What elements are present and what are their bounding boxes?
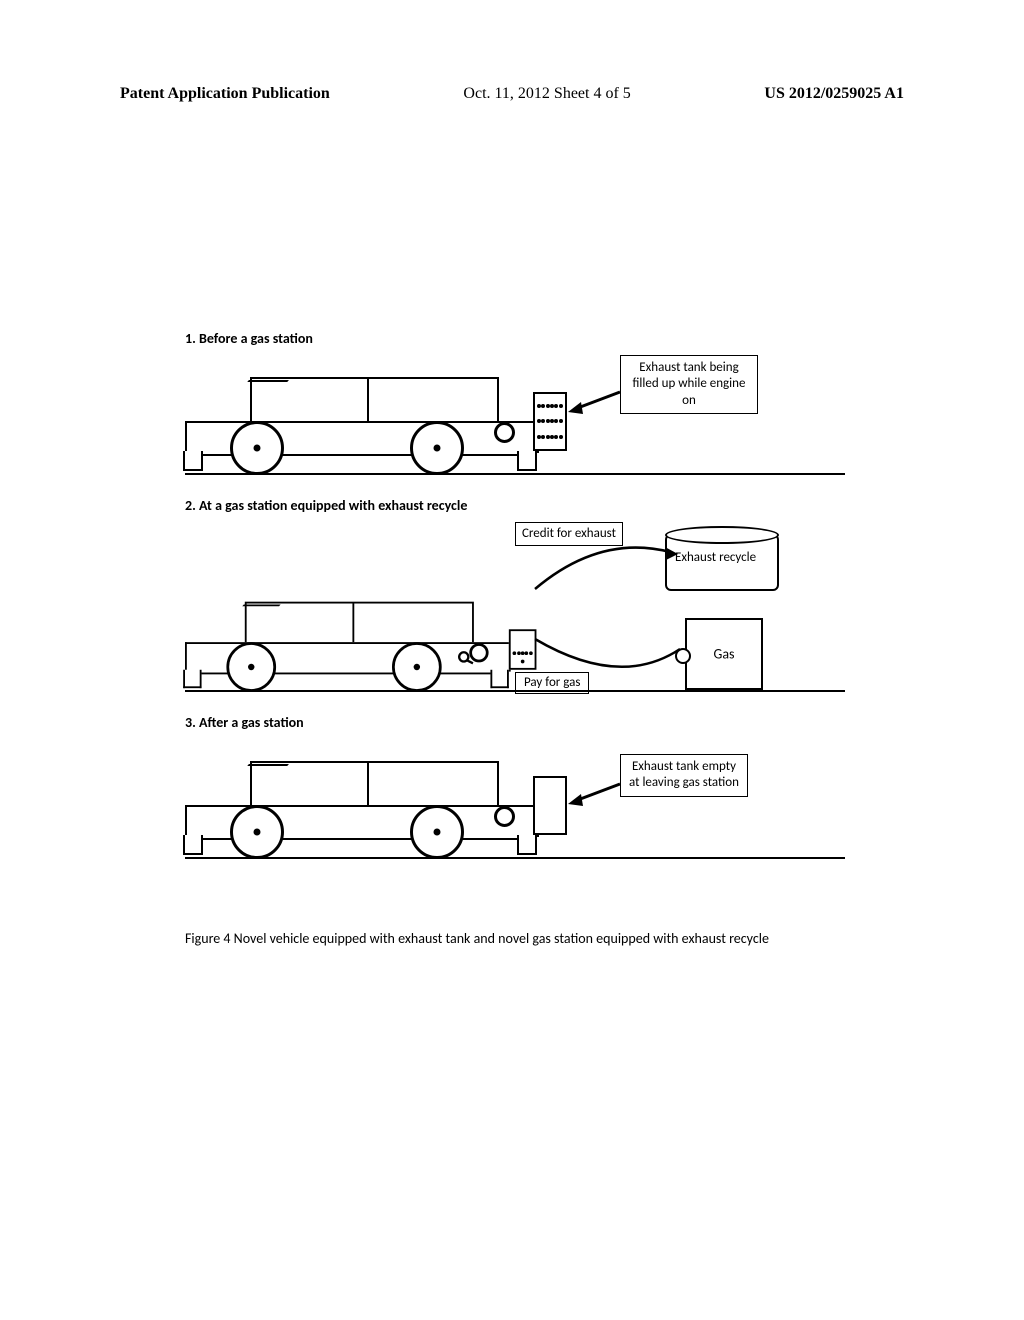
car-icon: [185, 598, 525, 690]
header-center: Oct. 11, 2012 Sheet 4 of 5: [463, 85, 630, 103]
ground-line: [185, 857, 845, 859]
header-left: Patent Application Publication: [120, 85, 330, 103]
arrow-icon: [565, 387, 625, 417]
stage3-panel: Exhaust tank empty at leaving gas statio…: [185, 739, 845, 859]
stage2-title: 2. At a gas station equipped with exhaus…: [185, 497, 845, 514]
credit-label: Credit for exhaust: [515, 522, 623, 546]
stage1-panel: Exhaust tank being filled up while engin…: [185, 355, 845, 475]
stage1-label: Exhaust tank being filled up while engin…: [620, 355, 758, 414]
header-right: US 2012/0259025 A1: [764, 85, 904, 103]
exhaust-tank-icon: [533, 776, 567, 835]
stage2-panel: Credit for exhaust Exhaust recycle Gas P…: [185, 522, 845, 692]
gas-pump-icon: Gas: [685, 618, 763, 690]
hose-curve-icon: [530, 544, 690, 674]
car-icon: [185, 373, 555, 473]
ground-line: [185, 690, 845, 692]
ground-line: [185, 473, 845, 475]
stage3-label: Exhaust tank empty at leaving gas statio…: [620, 754, 748, 797]
hose-icon: [456, 650, 474, 665]
stage1-title: 1. Before a gas station: [185, 330, 845, 347]
figure-caption: Figure 4 Novel vehicle equipped with exh…: [185, 930, 825, 947]
arrow-icon: [565, 779, 625, 809]
figure-content: 1. Before a gas station Exhaust tank bei…: [185, 330, 845, 859]
stage3-title: 3. After a gas station: [185, 714, 845, 731]
page-header: Patent Application Publication Oct. 11, …: [0, 0, 1024, 103]
exhaust-tank-icon: [533, 392, 567, 451]
pump-label: Gas: [687, 646, 761, 663]
car-icon: [185, 757, 555, 857]
